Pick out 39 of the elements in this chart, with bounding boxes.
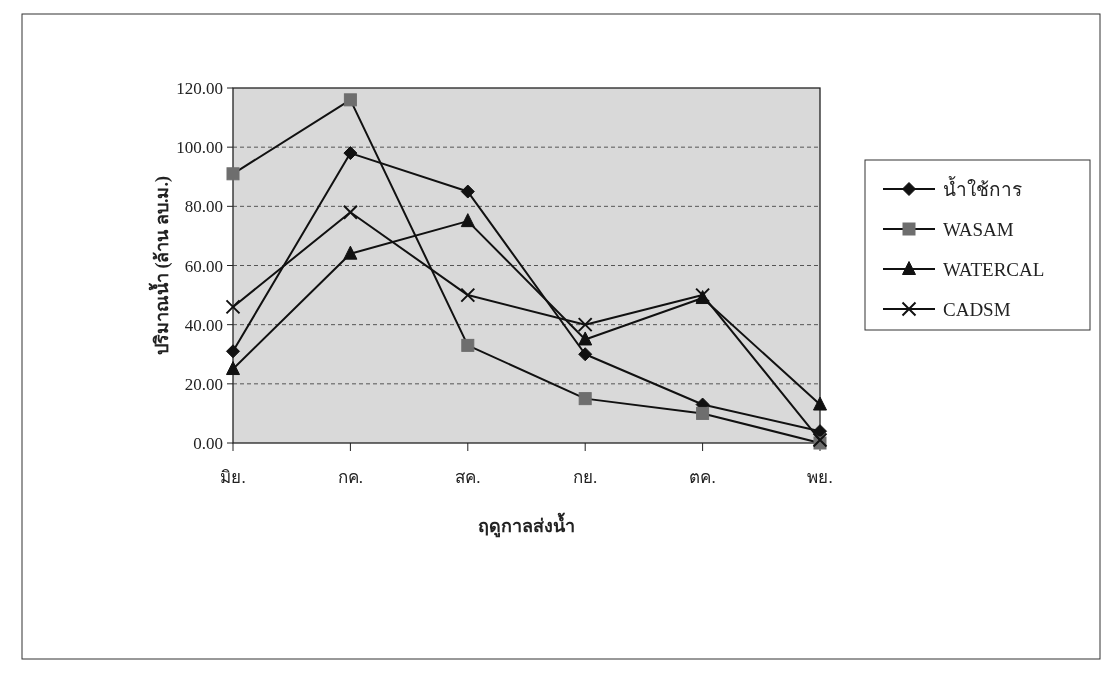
point xyxy=(461,338,475,352)
legend-label: WATERCAL xyxy=(943,259,1045,280)
point xyxy=(577,317,593,333)
point xyxy=(578,392,592,406)
legend-label: CADSM xyxy=(943,299,1011,320)
y-tick-label: 20.00 xyxy=(184,374,223,394)
x-tick-label: กย. xyxy=(573,468,598,487)
point xyxy=(460,184,475,199)
y-tick-label: 100.00 xyxy=(176,138,223,158)
point xyxy=(342,204,358,220)
x-tick-label: สค. xyxy=(455,468,481,487)
y-tick-label: 60.00 xyxy=(184,256,223,276)
point xyxy=(225,299,241,315)
point xyxy=(460,213,475,228)
legend-label: น้ำใช้การ xyxy=(943,176,1022,200)
point xyxy=(696,406,710,420)
point xyxy=(343,93,357,107)
y-axis-title: ปริมาณน้ำ (ล้าน ลบ.ม.) xyxy=(148,176,173,355)
point xyxy=(460,287,476,303)
x-tick-label: มิย. xyxy=(220,468,246,487)
point xyxy=(813,424,827,439)
point xyxy=(343,245,358,260)
x-tick-label: พย. xyxy=(807,468,833,487)
x-axis-title: ฤดูกาลส่งน้ำ xyxy=(478,512,575,538)
point xyxy=(226,167,240,181)
point xyxy=(812,432,828,448)
y-tick-label: 80.00 xyxy=(184,197,223,217)
x-tick-label: ตค. xyxy=(689,468,716,487)
point xyxy=(226,344,240,359)
y-tick-label: 120.00 xyxy=(176,79,223,98)
point xyxy=(578,331,593,346)
y-tick-label: 0.00 xyxy=(193,434,223,453)
x-tick-label: กค. xyxy=(337,468,364,487)
legend-label: WASAM xyxy=(943,219,1014,240)
point xyxy=(343,146,358,161)
point xyxy=(226,361,240,376)
y-tick-label: 40.00 xyxy=(184,315,223,335)
point xyxy=(813,396,827,411)
point xyxy=(578,347,593,362)
